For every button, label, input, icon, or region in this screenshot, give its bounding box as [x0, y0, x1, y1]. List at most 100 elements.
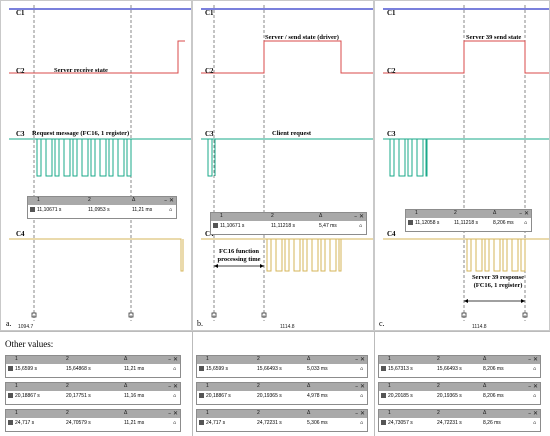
- close-icon[interactable]: – ✕: [354, 213, 364, 220]
- channel-icon: [8, 366, 13, 371]
- channel-label-c1: C1: [205, 9, 214, 17]
- delta-index: Δ: [483, 410, 487, 416]
- cursor-marker: [31, 312, 37, 318]
- channel-label-c3: C3: [387, 130, 396, 138]
- lock-icon[interactable]: ⌂: [360, 393, 364, 399]
- panel-c-traces: [383, 5, 549, 321]
- cursor-1-value: 20,18867 s: [15, 393, 40, 399]
- delta-value: 8,206 ms: [483, 366, 504, 372]
- c2-trace: [383, 40, 549, 74]
- channel-icon: [199, 393, 204, 398]
- lock-icon[interactable]: ⌂: [173, 393, 177, 399]
- annotation-c3: Client request: [272, 130, 312, 137]
- cursor-2-value: 11,0953 s: [88, 207, 110, 213]
- channel-label-c1: C1: [387, 9, 396, 17]
- cursor-1-value: 24,717 s: [15, 420, 35, 426]
- channel-icon: [30, 207, 35, 212]
- close-icon[interactable]: – ✕: [355, 410, 365, 417]
- annotation-c2: Server 39 send state: [466, 34, 522, 41]
- cursor-2-value: 20,17751 s: [66, 393, 91, 399]
- delta-value: 11,21 ms: [132, 207, 153, 213]
- close-icon[interactable]: – ✕: [164, 197, 174, 204]
- measurement-box[interactable]: 1 2 Δ – ✕ 15,67313 s 15,66493 s 8,206 ms ⌂: [378, 355, 541, 378]
- column-divider: [374, 331, 375, 436]
- lock-icon[interactable]: ⌂: [533, 420, 537, 426]
- cursor-1-index: 1: [15, 383, 18, 389]
- measurement-box[interactable]: 1 2 Δ – ✕ 11,10671 s 11,11218 s 5,47 ms …: [210, 212, 367, 235]
- panel-letter: b.: [197, 319, 203, 328]
- c2-trace: [201, 40, 373, 74]
- time-position: 1114.8: [472, 324, 487, 330]
- lock-icon[interactable]: ⌂: [524, 220, 528, 226]
- arrowhead: [260, 264, 264, 268]
- measurement-box[interactable]: 1 2 Δ – ✕ 15,6599 s 15,66493 s 5,033 ms ⌂: [196, 355, 368, 378]
- cursor-2-index: 2: [66, 410, 69, 416]
- lock-icon[interactable]: ⌂: [533, 366, 537, 372]
- panel-a-traces: [9, 5, 191, 321]
- cursor-2-index: 2: [437, 383, 440, 389]
- close-icon[interactable]: – ✕: [168, 356, 178, 363]
- lock-icon[interactable]: ⌂: [169, 207, 173, 213]
- measurement-box[interactable]: 1 2 Δ – ✕ 24,73057 s 24,72231 s 8,26 ms ⌂: [378, 409, 541, 432]
- delta-index: Δ: [307, 383, 311, 389]
- delta-index: Δ: [132, 197, 136, 203]
- delta-index: Δ: [483, 356, 487, 362]
- column-divider: [192, 331, 193, 436]
- close-icon[interactable]: – ✕: [528, 410, 538, 417]
- delta-value: 8,206 ms: [493, 220, 514, 226]
- measurement-box[interactable]: 1 2 Δ – ✕ 15,6599 s 15,64868 s 11,21 ms ⌂: [5, 355, 181, 378]
- close-icon[interactable]: – ✕: [519, 210, 529, 217]
- measurement-box[interactable]: 1 2 Δ – ✕ 20,18867 s 20,19365 s 4,978 ms ⌂: [196, 382, 368, 405]
- measurement-box[interactable]: 1 2 Δ – ✕ 11,12058 s 11,11218 s 8,206 ms…: [405, 209, 532, 232]
- section-divider: [0, 331, 550, 332]
- channel-icon: [213, 223, 218, 228]
- cursor-2-value: 15,66493 s: [257, 366, 282, 372]
- annotation-c4: FC16 function processing time: [217, 248, 261, 263]
- measurement-box[interactable]: 1 2 Δ – ✕ 20,20185 s 20,19365 s 8,206 ms ⌂: [378, 382, 541, 405]
- close-icon[interactable]: – ✕: [528, 383, 538, 390]
- other-values-title: Other values:: [5, 339, 54, 349]
- close-icon[interactable]: – ✕: [168, 410, 178, 417]
- cursor-2-value: 20,19365 s: [437, 393, 462, 399]
- measurement-box[interactable]: 1 2 Δ – ✕ 20,18867 s 20,17751 s 11,16 ms ⌂: [5, 382, 181, 405]
- cursor-1-index: 1: [388, 410, 391, 416]
- c4-burst: [178, 238, 184, 272]
- annotation-c2: Server receive state: [54, 67, 108, 74]
- arrowhead: [214, 264, 218, 268]
- cursor-2-index: 2: [66, 383, 69, 389]
- delta-value: 4,978 ms: [307, 393, 328, 399]
- cursor-marker: [211, 312, 217, 318]
- delta-index: Δ: [124, 383, 128, 389]
- measurement-box[interactable]: 1 2 Δ – ✕ 24,717 s 24,70579 s 11,21 ms ⌂: [5, 409, 181, 432]
- cursor-1-index: 1: [15, 356, 18, 362]
- c3-burst: [205, 138, 216, 177]
- close-icon[interactable]: – ✕: [528, 356, 538, 363]
- close-icon[interactable]: – ✕: [355, 356, 365, 363]
- channel-icon: [8, 393, 13, 398]
- lock-icon[interactable]: ⌂: [360, 366, 364, 372]
- measurement-box[interactable]: 1 2 Δ – ✕ 11,10671 s 11,0953 s 11,21 ms …: [27, 196, 177, 219]
- annotation-c4: Server 39 response (FC16, 1 register): [471, 274, 525, 289]
- lock-icon[interactable]: ⌂: [360, 420, 364, 426]
- cursor-2-index: 2: [257, 356, 260, 362]
- channel-icon: [381, 393, 386, 398]
- delta-value: 5,306 ms: [307, 420, 328, 426]
- c4-burst: [264, 238, 342, 272]
- lock-icon[interactable]: ⌂: [359, 223, 363, 229]
- close-icon[interactable]: – ✕: [168, 383, 178, 390]
- lock-icon[interactable]: ⌂: [533, 393, 537, 399]
- delta-index: Δ: [307, 410, 311, 416]
- cursor-marker: [128, 312, 134, 318]
- lock-icon[interactable]: ⌂: [173, 366, 177, 372]
- lock-icon[interactable]: ⌂: [173, 420, 177, 426]
- delta-index: Δ: [483, 383, 487, 389]
- close-icon[interactable]: – ✕: [355, 383, 365, 390]
- channel-icon: [408, 220, 413, 225]
- cursor-1-value: 11,10671 s: [37, 207, 62, 213]
- cursor-2-value: 11,11218 s: [454, 220, 479, 226]
- channel-label-c4: C4: [205, 230, 214, 238]
- measurement-box[interactable]: 1 2 Δ – ✕ 24,717 s 24,72231 s 5,306 ms ⌂: [196, 409, 368, 432]
- cursor-1-value: 24,717 s: [206, 420, 226, 426]
- cursor-1-index: 1: [206, 356, 209, 362]
- arrowhead: [521, 299, 525, 303]
